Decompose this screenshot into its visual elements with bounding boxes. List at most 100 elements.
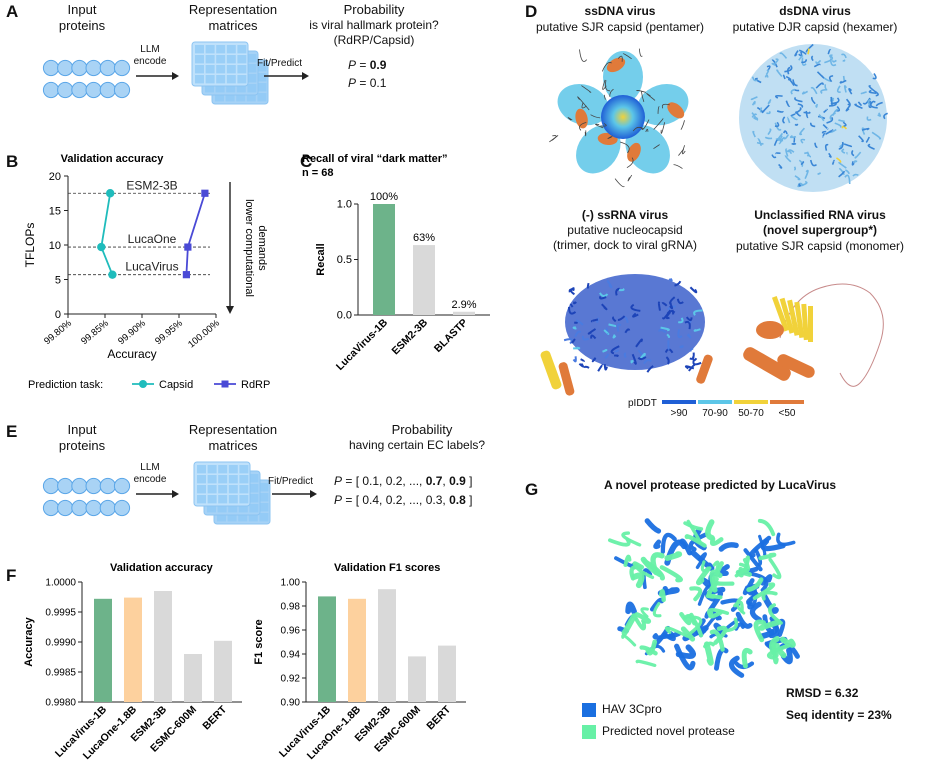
predicted-protease-chain	[680, 626, 696, 642]
predicted-protease-chain	[723, 617, 739, 633]
representation-title: Representation matrices	[188, 2, 278, 33]
predicted-protease-chain	[708, 610, 723, 619]
arrow-icon	[264, 72, 309, 80]
matrix-cell	[259, 503, 269, 512]
x-axis-label: Accuracy	[107, 347, 156, 361]
matrix-cell	[207, 475, 217, 484]
predicted-protease-chain	[652, 601, 662, 618]
matrix-cell	[249, 494, 259, 503]
y-axis-label: TFLOPs	[23, 223, 37, 268]
strand	[866, 116, 872, 121]
helix	[676, 298, 684, 305]
coil	[660, 122, 666, 134]
helix	[573, 301, 577, 305]
matrix-cell	[217, 504, 227, 513]
coil	[622, 53, 632, 60]
helix	[580, 358, 585, 363]
reference-label: LucaOne	[128, 232, 177, 246]
strand	[841, 125, 848, 130]
x-tick-label: 100.00%	[186, 318, 222, 351]
coil	[584, 130, 587, 137]
coil	[605, 80, 611, 92]
residue-bead	[99, 477, 116, 495]
predicted-protease-chain	[709, 629, 725, 652]
strand	[805, 43, 814, 53]
helix	[569, 287, 575, 296]
residue-bead	[42, 477, 60, 495]
helix	[627, 142, 641, 162]
predicted-protease-chain	[758, 552, 777, 561]
ec-probability-1: P = [ 0.1, 0.2, ..., 0.7, 0.9 ]	[334, 474, 472, 488]
beta-strand	[771, 296, 789, 332]
coil	[673, 164, 683, 169]
helix	[572, 356, 577, 363]
coil	[627, 174, 633, 182]
coil	[617, 55, 623, 62]
helix	[612, 334, 617, 339]
matrix-cell	[227, 513, 237, 522]
input-proteins-title: Input proteins	[58, 2, 106, 33]
y-tick-label: 0.0	[337, 310, 352, 322]
helix	[619, 288, 625, 292]
arrow-head-icon	[226, 306, 234, 314]
helix	[604, 353, 610, 359]
plddt-color-bar	[698, 400, 732, 404]
predicted-protease-chain	[689, 586, 703, 602]
predicted-protease-chain	[757, 518, 776, 537]
strand	[824, 55, 834, 64]
ssrna-nucleocapsid-structure	[540, 274, 713, 396]
helix	[689, 352, 695, 360]
strand	[799, 127, 806, 136]
bar-data-label: 2.9%	[451, 299, 476, 311]
helix	[635, 338, 643, 348]
strand	[794, 123, 799, 126]
bar-esmc-600m	[184, 654, 202, 702]
strand	[776, 69, 783, 78]
strand	[834, 122, 842, 128]
helix	[558, 362, 575, 396]
helix	[575, 108, 588, 129]
y-tick-label: 0.5	[337, 254, 352, 266]
residue-bead	[71, 81, 88, 99]
chart-title: Validation accuracy	[110, 562, 214, 574]
y-tick-label: 5	[55, 275, 61, 287]
residue-bead	[42, 81, 60, 99]
matrix-cell	[237, 65, 247, 74]
matrix-cell	[195, 45, 204, 54]
bar-lucavirus-1b	[318, 596, 336, 702]
strand	[751, 100, 756, 106]
helix	[689, 347, 694, 352]
helix	[646, 365, 654, 373]
legend-entry: RdRP	[241, 379, 270, 391]
bar-lucaone-1.8b	[124, 597, 142, 702]
matrix-cell	[207, 485, 217, 494]
matrix-cell	[247, 84, 257, 93]
strand	[829, 54, 833, 59]
arrow-label: lower computational	[243, 199, 255, 297]
plddt-bin-label: >90	[670, 408, 688, 419]
hav-3cpro-chain	[714, 647, 729, 671]
x-tick-label: ESM2-3B	[389, 316, 430, 357]
predicted-protease-chain	[621, 531, 642, 547]
strand	[838, 167, 845, 176]
panel-label-d: D	[525, 2, 538, 21]
bar-lucavirus-1b	[94, 598, 112, 702]
matrix-cell	[249, 474, 259, 483]
predicted-protease-chain	[752, 582, 776, 601]
predicted-protease-chain	[695, 566, 711, 586]
predicted-protease-chain	[650, 552, 665, 576]
strand	[787, 66, 791, 75]
legend-text: Predicted novel protease	[602, 724, 735, 738]
predicted-protease-chain	[703, 641, 715, 649]
legend-swatch	[582, 702, 596, 717]
x-tick-label: LucaVirus-1B	[277, 703, 334, 760]
matrix-cell	[257, 83, 267, 92]
hav-3cpro-chain	[642, 568, 653, 590]
helix	[568, 307, 577, 315]
helix	[606, 57, 626, 73]
helix	[672, 310, 676, 315]
legend-text: HAV 3Cpro	[602, 702, 662, 716]
fit-predict-label-e: Fit/Predict	[268, 476, 314, 487]
helix	[591, 357, 597, 363]
strand	[790, 115, 798, 121]
